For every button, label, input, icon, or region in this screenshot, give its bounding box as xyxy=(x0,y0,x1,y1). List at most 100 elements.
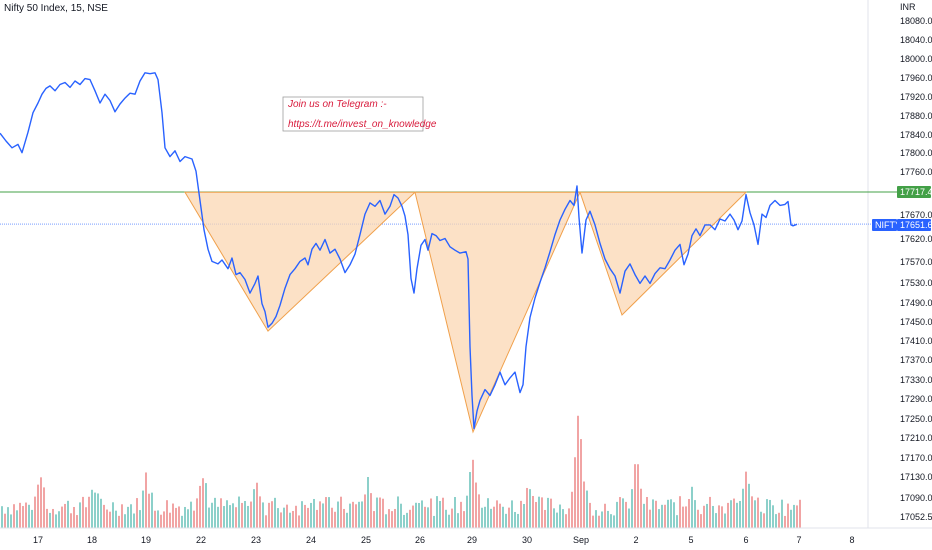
y-tick-label: 17760.00 xyxy=(900,167,932,177)
resistance-badge: 17717.40 xyxy=(897,186,932,198)
volume-bar xyxy=(478,494,480,528)
volume-bar xyxy=(424,506,426,528)
volume-bar xyxy=(151,492,153,528)
volume-bar xyxy=(502,506,504,528)
volume-bar xyxy=(613,515,615,528)
volume-bar xyxy=(724,513,726,528)
volume-bar xyxy=(241,502,243,528)
volume-bar xyxy=(82,496,84,528)
volume-bar xyxy=(580,439,582,528)
volume-bar xyxy=(682,506,684,528)
volume-bar xyxy=(787,503,789,528)
volume-bar xyxy=(310,502,312,528)
volume-bar xyxy=(322,503,324,528)
volume-bar xyxy=(733,498,735,528)
volume-bar xyxy=(109,511,111,528)
volume-bar xyxy=(358,501,360,528)
volume-bar xyxy=(184,506,186,528)
volume-bar xyxy=(262,502,264,528)
telegram-note-line1: Join us on Telegram :- xyxy=(287,99,387,110)
volume-bar xyxy=(187,509,189,528)
volume-bar xyxy=(142,490,144,528)
volume-bar xyxy=(661,504,663,528)
y-tick-label: 17250.00 xyxy=(900,414,932,424)
price-line xyxy=(0,72,798,430)
volume-bar xyxy=(784,515,786,528)
volume-bar xyxy=(697,509,699,528)
volume-bar xyxy=(793,504,795,528)
volume-bar xyxy=(523,503,525,528)
volume-bar xyxy=(124,514,126,528)
volume-bar xyxy=(595,510,597,528)
volume-bar xyxy=(238,496,240,528)
y-tick-label: 17330.00 xyxy=(900,375,932,385)
volume-bar xyxy=(10,514,12,528)
pattern-triangle xyxy=(579,191,748,316)
volume-bar xyxy=(379,497,381,528)
volume-bar xyxy=(34,496,36,528)
volume-bar xyxy=(466,495,468,528)
volume-bar xyxy=(331,507,333,528)
volume-bar xyxy=(736,502,738,528)
volume-bar xyxy=(280,512,282,528)
volume-bar xyxy=(703,505,705,528)
volume-bar xyxy=(604,503,606,528)
volume-bar xyxy=(484,506,486,528)
y-tick-label: 17130.00 xyxy=(900,472,932,482)
volume-bar xyxy=(115,510,117,528)
y-tick-label: 17370.00 xyxy=(900,355,932,365)
volume-bar xyxy=(148,493,150,528)
last-price-badge-label: 17651.60 xyxy=(900,220,932,230)
volume-bar xyxy=(97,493,99,528)
volume-bar xyxy=(4,513,6,528)
volume-bar xyxy=(253,489,255,528)
volume-bar xyxy=(376,497,378,528)
volume-bar xyxy=(517,513,519,528)
volume-bar xyxy=(154,510,156,528)
volume-bar xyxy=(625,501,627,528)
volume-bar xyxy=(718,505,720,528)
volume-bar xyxy=(577,415,579,528)
volume-bar xyxy=(598,515,600,528)
volume-bar xyxy=(430,498,432,528)
volume-bar xyxy=(457,513,459,528)
volume-bar xyxy=(601,511,603,528)
volume-bar xyxy=(211,502,213,528)
y-tick-label: 17052.50 xyxy=(900,512,932,522)
volume-bar xyxy=(715,513,717,528)
volume-bar xyxy=(382,498,384,528)
volume-bar xyxy=(121,504,123,528)
volume-bar xyxy=(730,500,732,528)
volume-bar xyxy=(160,514,162,528)
volume-bar xyxy=(106,509,108,528)
volume-bar xyxy=(157,510,159,528)
volume-bar xyxy=(214,497,216,528)
volume-bar xyxy=(271,501,273,528)
volume-bar xyxy=(493,506,495,528)
x-tick-label: 18 xyxy=(87,535,97,545)
x-tick-label: 17 xyxy=(33,535,43,545)
pattern-layer xyxy=(184,191,748,434)
x-tick-label: 5 xyxy=(688,535,693,545)
volume-bar xyxy=(511,500,513,528)
volume-bar xyxy=(199,485,201,528)
volume-bar xyxy=(190,501,192,528)
volume-bar xyxy=(385,514,387,528)
volume-bar xyxy=(55,514,57,528)
volume-bar xyxy=(391,511,393,528)
currency-label: INR xyxy=(900,2,916,12)
volume-bar xyxy=(763,513,765,528)
volume-bar xyxy=(286,504,288,528)
volume-bar xyxy=(556,512,558,528)
volume-bar xyxy=(202,478,204,528)
volume-bar xyxy=(91,489,93,528)
volume-bar xyxy=(76,515,78,528)
volume-bar xyxy=(727,502,729,528)
volume-bar xyxy=(163,511,165,528)
volume-bar xyxy=(43,487,45,528)
volume-bar xyxy=(496,500,498,528)
volume-bar xyxy=(739,500,741,528)
volume-bar xyxy=(28,504,30,528)
volume-bar xyxy=(73,506,75,528)
